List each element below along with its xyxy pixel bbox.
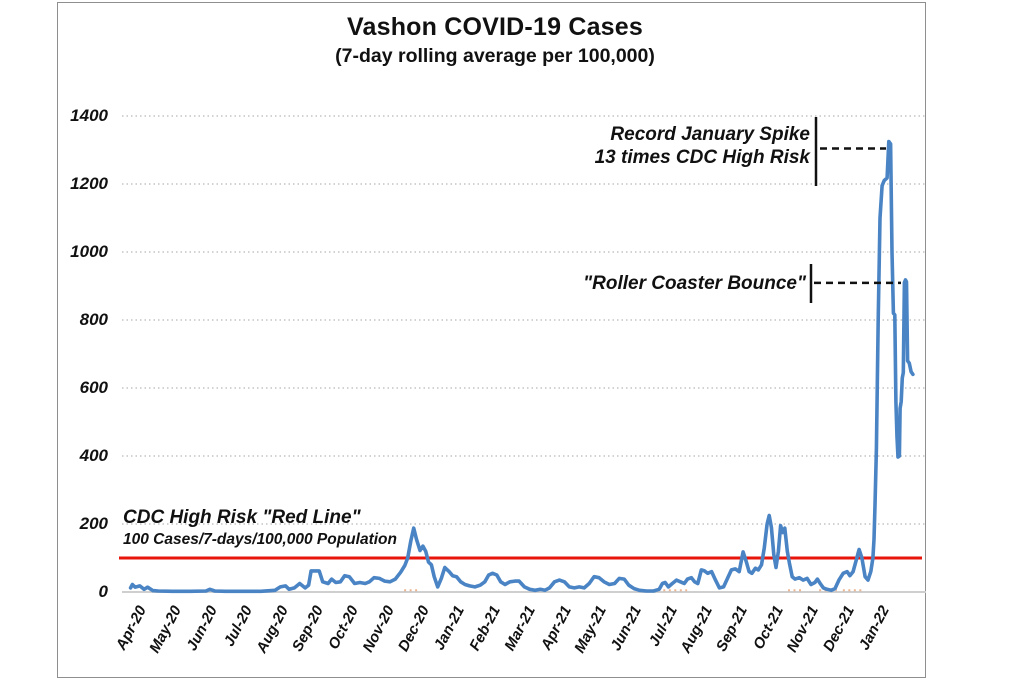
y-axis-tick-label: 400 <box>79 446 108 465</box>
cases-line-series <box>128 139 915 594</box>
annotation-leader-lines <box>809 117 901 303</box>
y-axis-tick-label: 1400 <box>70 106 108 125</box>
y-axis-tick-label: 800 <box>79 310 108 329</box>
annotation-cdc-high-risk: CDC High Risk "Red Line" 100 Cases/7-day… <box>123 506 397 550</box>
annotation-record-line2: 13 times CDC High Risk <box>594 147 810 168</box>
y-axis-tick-label: 200 <box>79 514 108 533</box>
annotation-roller-coaster-bounce: "Roller Coaster Bounce" <box>470 272 806 295</box>
annotation-record-line1: Record January Spike <box>610 124 810 145</box>
chart-title: Vashon COVID-19 Cases <box>347 13 643 41</box>
annotation-roller-line1: "Roller Coaster Bounce" <box>583 273 806 294</box>
y-axis-tick-label: 600 <box>79 378 108 397</box>
y-axis-tick-label: 0 <box>98 582 108 601</box>
cdc-red-line-label: CDC High Risk "Red Line" <box>123 507 361 528</box>
chart-subtitle: (7-day rolling average per 100,000) <box>335 45 655 67</box>
y-axis-tick-label: 1000 <box>70 242 108 261</box>
cdc-red-line-sublabel: 100 Cases/7-days/100,000 Population <box>123 531 397 548</box>
annotation-record-january-spike: Record January Spike 13 times CDC High R… <box>470 123 810 169</box>
chart-frame <box>57 2 926 678</box>
y-axis-tick-label: 1200 <box>70 174 108 193</box>
